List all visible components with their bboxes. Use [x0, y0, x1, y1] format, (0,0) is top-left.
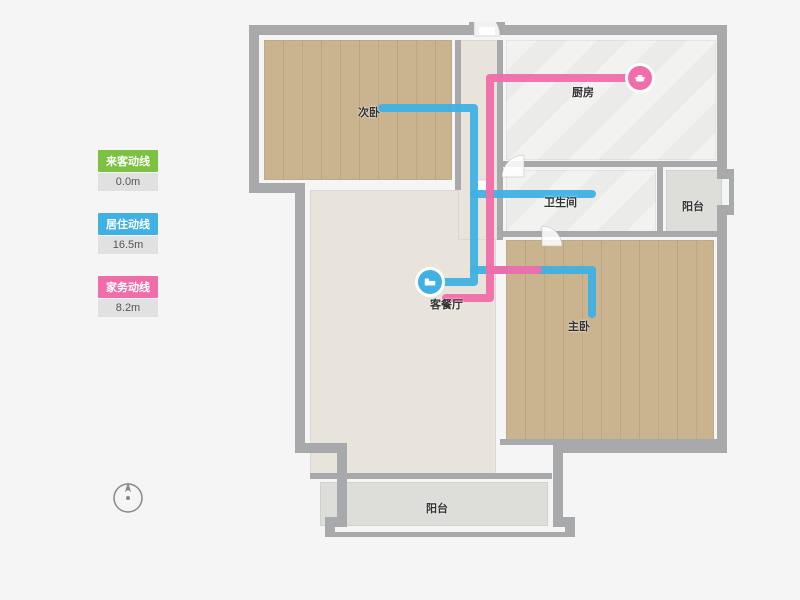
legend-value-chore: 8.2m — [98, 299, 158, 317]
room-kitchen — [506, 40, 716, 160]
room-bedroom1 — [506, 240, 714, 440]
compass-icon — [110, 480, 146, 516]
room-label-bathroom: 卫生间 — [544, 194, 577, 210]
node-kitchen_node — [628, 66, 652, 90]
room-bathroom — [506, 170, 656, 232]
legend: 来客动线 0.0m 居住动线 16.5m 家务动线 8.2m — [98, 150, 158, 339]
room-label-kitchen: 厨房 — [572, 84, 594, 100]
room-label-balcony1: 阳台 — [426, 500, 448, 516]
legend-label-chore: 家务动线 — [98, 276, 158, 298]
legend-label-living: 居住动线 — [98, 213, 158, 235]
legend-label-guest: 来客动线 — [98, 150, 158, 172]
legend-item-chore: 家务动线 8.2m — [98, 276, 158, 317]
legend-item-living: 居住动线 16.5m — [98, 213, 158, 254]
room-label-balcony2: 阳台 — [682, 198, 704, 214]
node-living_node — [418, 270, 442, 294]
room-hall — [458, 40, 500, 240]
legend-value-living: 16.5m — [98, 236, 158, 254]
legend-item-guest: 来客动线 0.0m — [98, 150, 158, 191]
room-label-living: 客餐厅 — [430, 296, 463, 312]
room-label-bedroom1: 主卧 — [568, 318, 590, 334]
room-label-bedroom2: 次卧 — [358, 104, 380, 120]
legend-value-guest: 0.0m — [98, 173, 158, 191]
floorplan: 次卧厨房卫生间阳台客餐厅主卧阳台 — [242, 22, 734, 537]
